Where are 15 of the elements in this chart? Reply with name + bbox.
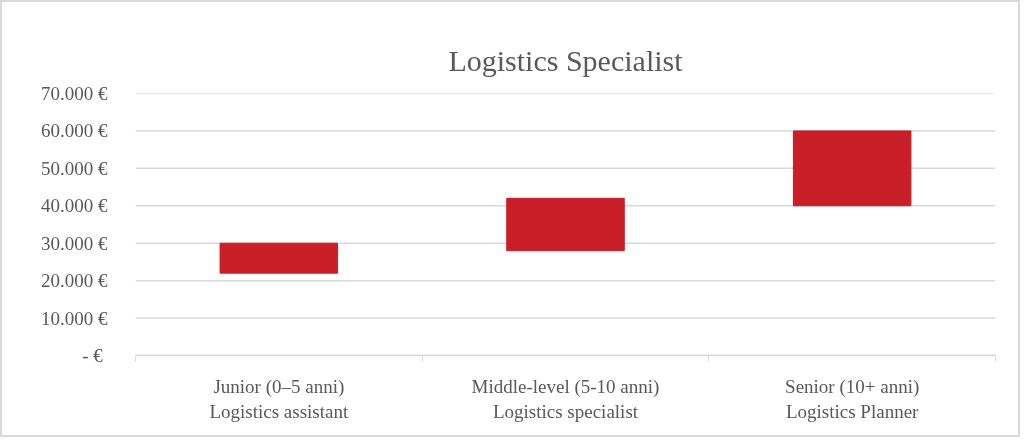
y-tick-label: 50.000 € bbox=[41, 157, 108, 179]
y-tick-label: - € bbox=[82, 345, 104, 366]
y-tick-label: 60.000 € bbox=[41, 120, 108, 142]
y-tick-label: 70.000 € bbox=[41, 83, 108, 104]
x-tick-label: Middle-level (5-10 anni) Logistics specialist bbox=[471, 375, 660, 422]
y-tick-label: 20.000 € bbox=[41, 270, 108, 292]
chart-title: Logistics Specialist bbox=[448, 43, 684, 77]
bar bbox=[219, 242, 339, 274]
y-tick-label: 30.000 € bbox=[41, 232, 108, 254]
bar bbox=[506, 197, 625, 252]
y-tick-label: 40.000 € bbox=[41, 195, 108, 217]
x-tick-label: Junior (0–5 anni) Logistics assistant bbox=[209, 375, 349, 422]
x-tick-label: Senior (10+ anni) Logistics Planner bbox=[785, 375, 920, 422]
bar bbox=[792, 130, 912, 207]
y-tick-label: 10.000 € bbox=[41, 307, 108, 329]
